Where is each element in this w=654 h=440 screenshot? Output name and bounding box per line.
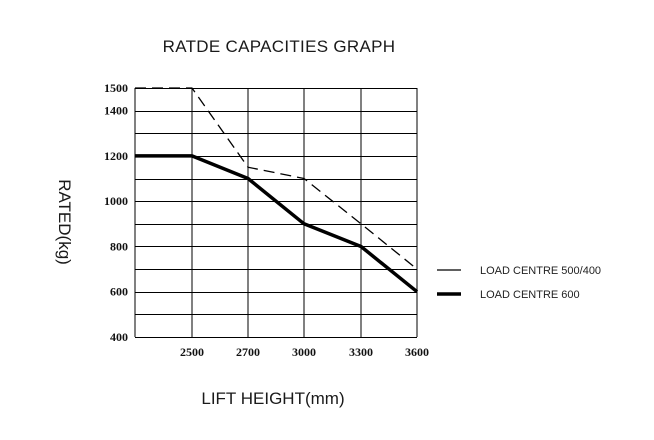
x-axis-title: LIFT HEIGHT(mm) bbox=[201, 389, 344, 408]
y-tick-label: 1400 bbox=[104, 104, 128, 118]
chart-series bbox=[135, 87, 419, 294]
y-axis-title: RATED(kg) bbox=[55, 179, 74, 265]
y-tick-label: 1200 bbox=[104, 149, 128, 163]
x-tick-label: 3000 bbox=[292, 345, 316, 359]
y-tick-label: 400 bbox=[110, 330, 128, 344]
legend-label: LOAD CENTRE 600 bbox=[480, 289, 580, 301]
y-tick-label: 800 bbox=[110, 240, 128, 254]
x-tick-label: 3300 bbox=[349, 345, 373, 359]
x-tick-label: 3600 bbox=[405, 345, 429, 359]
legend-label: LOAD CENTRE 500/400 bbox=[480, 265, 601, 277]
series-line-load-centre-600 bbox=[135, 154, 419, 294]
chart-legend: LOAD CENTRE 500/400 LOAD CENTRE 600 bbox=[437, 265, 601, 301]
y-tick-label: 600 bbox=[110, 285, 128, 299]
y-tick-label: 1000 bbox=[104, 194, 128, 208]
chart-grid bbox=[134, 88, 418, 338]
y-tick-label: 1500 bbox=[104, 81, 128, 95]
series-line-load-centre-500-400 bbox=[135, 87, 418, 270]
x-axis-ticks: 2500 2700 3000 3300 3600 bbox=[180, 345, 429, 359]
chart-title: RATDE CAPACITIES GRAPH bbox=[163, 37, 396, 56]
x-tick-label: 2700 bbox=[236, 345, 260, 359]
y-axis-ticks: 400 600 800 1000 1200 1400 1500 bbox=[104, 81, 128, 344]
x-tick-label: 2500 bbox=[180, 345, 204, 359]
